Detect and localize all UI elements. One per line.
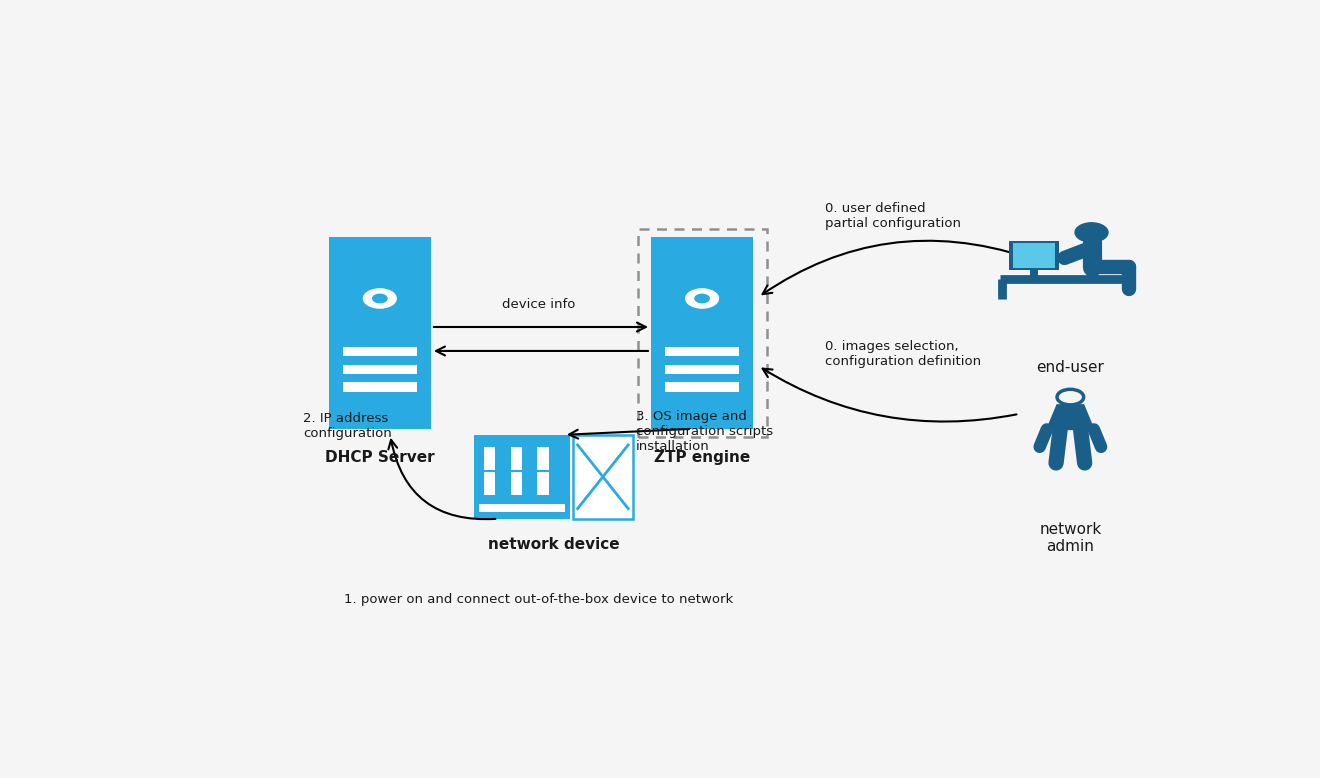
Circle shape xyxy=(1074,223,1107,242)
FancyBboxPatch shape xyxy=(1010,240,1059,270)
Circle shape xyxy=(372,294,387,303)
FancyBboxPatch shape xyxy=(573,435,634,519)
FancyBboxPatch shape xyxy=(537,471,549,496)
FancyBboxPatch shape xyxy=(343,383,417,391)
FancyBboxPatch shape xyxy=(479,503,565,512)
FancyBboxPatch shape xyxy=(474,435,570,519)
FancyBboxPatch shape xyxy=(511,447,521,470)
FancyBboxPatch shape xyxy=(343,347,417,356)
FancyBboxPatch shape xyxy=(651,237,754,429)
Text: 2. IP address
configuration: 2. IP address configuration xyxy=(304,412,392,440)
Text: 3. OS image and
configuration scripts
installation: 3. OS image and configuration scripts in… xyxy=(636,410,772,454)
FancyBboxPatch shape xyxy=(484,447,495,470)
Circle shape xyxy=(685,289,718,308)
Circle shape xyxy=(694,294,709,303)
Polygon shape xyxy=(1047,405,1094,429)
FancyBboxPatch shape xyxy=(1012,243,1055,268)
Text: 1. power on and connect out-of-the-box device to network: 1. power on and connect out-of-the-box d… xyxy=(345,593,734,606)
Text: 0. user defined
partial configuration: 0. user defined partial configuration xyxy=(825,202,961,230)
FancyBboxPatch shape xyxy=(484,471,495,496)
Text: network device: network device xyxy=(488,537,619,552)
FancyBboxPatch shape xyxy=(537,447,549,470)
Circle shape xyxy=(363,289,396,308)
FancyBboxPatch shape xyxy=(665,365,739,373)
FancyBboxPatch shape xyxy=(665,383,739,391)
Text: network
admin: network admin xyxy=(1039,522,1101,554)
Text: device info: device info xyxy=(502,298,576,310)
FancyBboxPatch shape xyxy=(329,237,430,429)
Text: 0. images selection,
configuration definition: 0. images selection, configuration defin… xyxy=(825,340,981,368)
Text: DHCP Server: DHCP Server xyxy=(325,450,434,464)
FancyBboxPatch shape xyxy=(343,365,417,373)
FancyBboxPatch shape xyxy=(665,347,739,356)
FancyBboxPatch shape xyxy=(511,471,521,496)
Text: ZTP engine: ZTP engine xyxy=(653,450,750,464)
Text: end-user: end-user xyxy=(1036,360,1105,375)
